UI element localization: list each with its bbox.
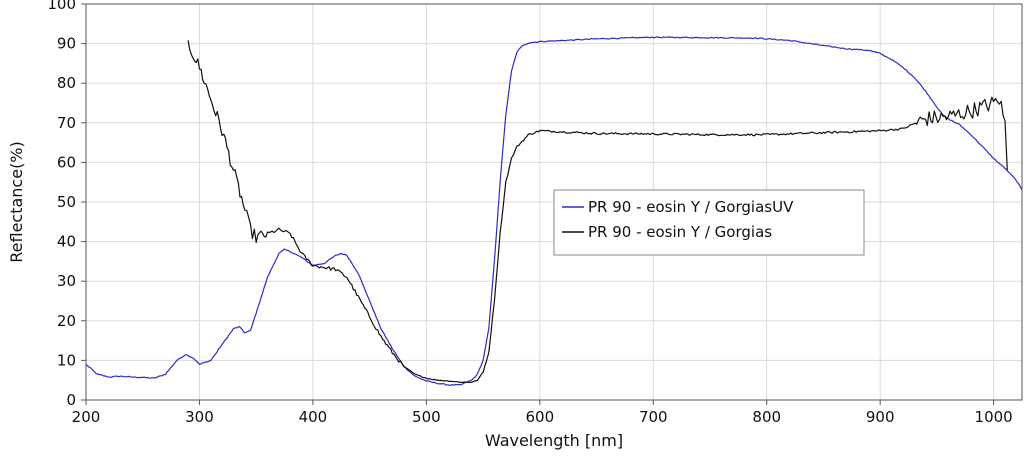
y-tick-label: 20 [57, 312, 76, 330]
y-tick-label: 70 [57, 114, 76, 132]
y-tick-label: 100 [47, 0, 76, 13]
legend: PR 90 - eosin Y / GorgiasUV PR 90 - eosin… [553, 189, 865, 256]
x-axis-ticks: 200 300 400 500 600 700 800 900 1000 [72, 400, 1013, 426]
x-tick-label: 300 [185, 408, 214, 426]
y-tick-label: 0 [66, 391, 76, 409]
legend-label-1: PR 90 - eosin Y / GorgiasUV [588, 198, 794, 216]
x-tick-label: 200 [72, 408, 101, 426]
x-tick-label: 1000 [975, 408, 1013, 426]
y-tick-label: 60 [57, 153, 76, 171]
x-tick-label: 500 [412, 408, 441, 426]
x-tick-label: 600 [525, 408, 554, 426]
y-axis-title: Reflectance(%) [7, 141, 26, 263]
x-tick-label: 400 [299, 408, 328, 426]
series-line-1 [85, 36, 1023, 386]
series-lines [85, 36, 1023, 386]
x-axis-title: Wavelength [nm] [485, 431, 623, 450]
y-tick-label: 50 [57, 193, 76, 211]
y-tick-label: 10 [57, 351, 76, 369]
y-tick-label: 80 [57, 74, 76, 92]
y-tick-label: 30 [57, 272, 76, 290]
x-tick-label: 900 [866, 408, 895, 426]
legend-label-2: PR 90 - eosin Y / Gorgias [588, 223, 772, 241]
legend-box [553, 189, 865, 256]
x-tick-label: 700 [639, 408, 668, 426]
series-line-2 [187, 40, 1008, 383]
y-tick-label: 90 [57, 35, 76, 53]
y-tick-label: 40 [57, 233, 76, 251]
y-axis-ticks: 0 10 20 30 40 50 60 70 80 90 100 [47, 0, 86, 409]
x-tick-label: 800 [752, 408, 781, 426]
